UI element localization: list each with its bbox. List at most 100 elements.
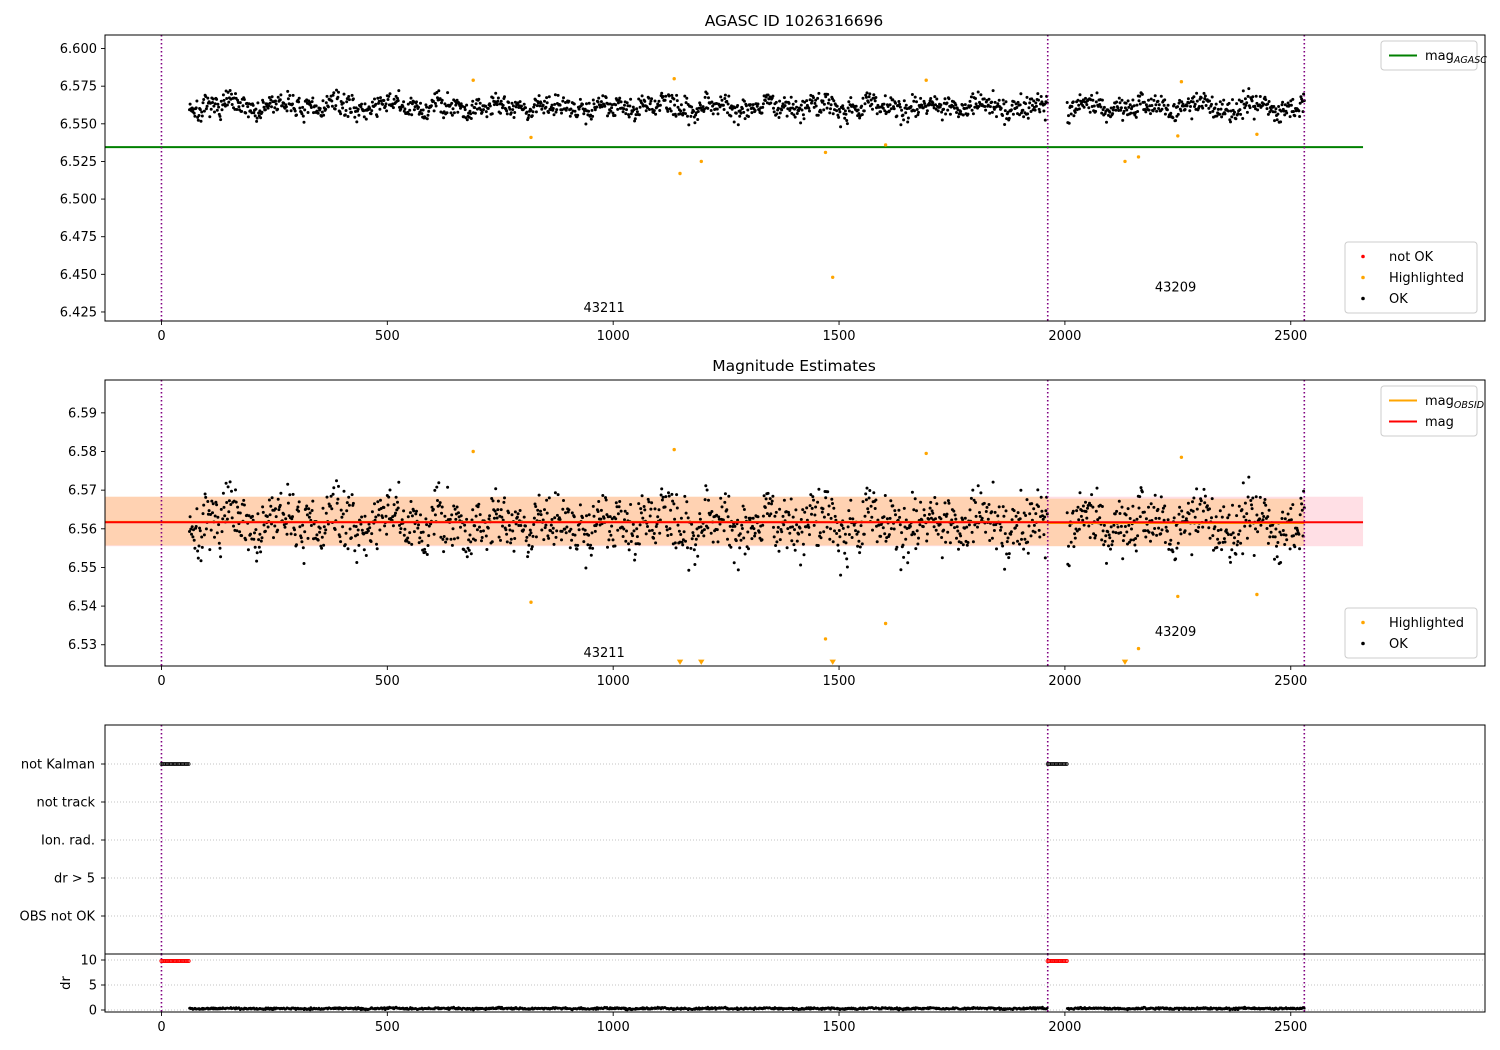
ok-point [913, 532, 916, 536]
ok-point [1111, 539, 1115, 543]
ok-point [267, 104, 271, 108]
ok-point [496, 96, 500, 100]
ok-point [742, 99, 746, 103]
ok-point [1084, 500, 1087, 504]
ok-point [1156, 99, 1160, 103]
ok-point [547, 95, 551, 99]
ok-point [420, 539, 424, 543]
ok-point [573, 109, 577, 113]
ok-point [474, 102, 478, 106]
ok-point [1100, 111, 1104, 115]
ok-point [553, 93, 557, 97]
ok-point [684, 112, 687, 116]
ok-point [1119, 108, 1123, 112]
ok-point [702, 528, 706, 532]
ok-point [1213, 106, 1217, 110]
ok-point [1040, 509, 1044, 513]
ok-point [215, 503, 219, 507]
ok-point [362, 548, 366, 552]
ok-point [586, 543, 590, 547]
ok-point [459, 514, 463, 518]
ok-point [573, 533, 577, 537]
ok-point [679, 533, 683, 536]
ok-point [821, 99, 825, 103]
ok-point [1109, 106, 1113, 110]
ok-point [1214, 102, 1218, 106]
ok-point [335, 479, 338, 483]
ok-point [496, 499, 500, 503]
ok-point [802, 553, 806, 557]
ok-point [1108, 536, 1112, 540]
ok-point [206, 96, 210, 100]
ok-point [1259, 523, 1263, 527]
ok-point [225, 501, 229, 504]
ok-point [387, 94, 391, 98]
ok-point [837, 529, 841, 532]
ok-point [945, 512, 949, 516]
ok-point [619, 100, 623, 104]
ok-point [1016, 539, 1019, 543]
ok-point [288, 94, 292, 97]
ok-point [835, 104, 839, 108]
ok-point [473, 111, 477, 115]
ok-point [188, 515, 192, 519]
ok-point [1177, 101, 1181, 105]
ok-point [1254, 495, 1258, 499]
ok-point [767, 501, 771, 505]
ok-point [310, 100, 314, 104]
ok-point [995, 115, 998, 119]
ok-point [1223, 112, 1227, 116]
ok-point [968, 508, 972, 512]
ok-point [577, 528, 581, 532]
y-tick-label: 6.58 [68, 445, 97, 460]
ok-point [1164, 525, 1168, 529]
ok-point [618, 96, 622, 100]
ok-point [736, 568, 740, 572]
ok-point [872, 491, 876, 495]
ok-point [242, 498, 246, 502]
ok-point [1264, 98, 1268, 102]
ok-point [402, 509, 406, 513]
ok-point [631, 522, 635, 526]
ok-point [961, 113, 965, 117]
ok-point [1067, 121, 1071, 125]
ok-point [1030, 502, 1034, 506]
ok-point [1269, 108, 1273, 112]
ok-point [1114, 108, 1118, 112]
ok-point [1011, 112, 1015, 116]
not-kalman-point [1063, 762, 1068, 766]
ok-point [1266, 102, 1270, 106]
ok-point [416, 526, 420, 530]
ok-point [1145, 105, 1149, 109]
ok-point [916, 542, 920, 546]
ok-point [1154, 516, 1158, 520]
ok-point [925, 112, 929, 115]
ok-point [351, 97, 355, 101]
ok-point [575, 547, 579, 551]
ok-point [463, 523, 467, 527]
ok-point [702, 110, 706, 113]
ok-point [1134, 537, 1138, 540]
ok-point [1162, 103, 1166, 107]
ok-point [616, 512, 620, 516]
ok-point [1179, 532, 1183, 536]
ok-point [1032, 507, 1036, 511]
ok-point [984, 108, 988, 112]
ok-point [1226, 533, 1230, 536]
ok-point [761, 102, 765, 106]
ok-point [339, 540, 343, 544]
ok-point [495, 516, 499, 520]
ok-point [948, 541, 952, 545]
ok-point [615, 98, 619, 102]
highlighted-point [883, 621, 888, 626]
ok-point [364, 554, 368, 557]
ok-point [902, 99, 906, 103]
ok-point [1292, 534, 1295, 538]
ok-point [1092, 104, 1096, 108]
ok-point [742, 536, 746, 540]
ok-point [770, 499, 774, 503]
ok-point [773, 514, 777, 518]
ok-point [1248, 524, 1252, 528]
ok-point [584, 122, 588, 126]
ok-point [394, 511, 397, 515]
